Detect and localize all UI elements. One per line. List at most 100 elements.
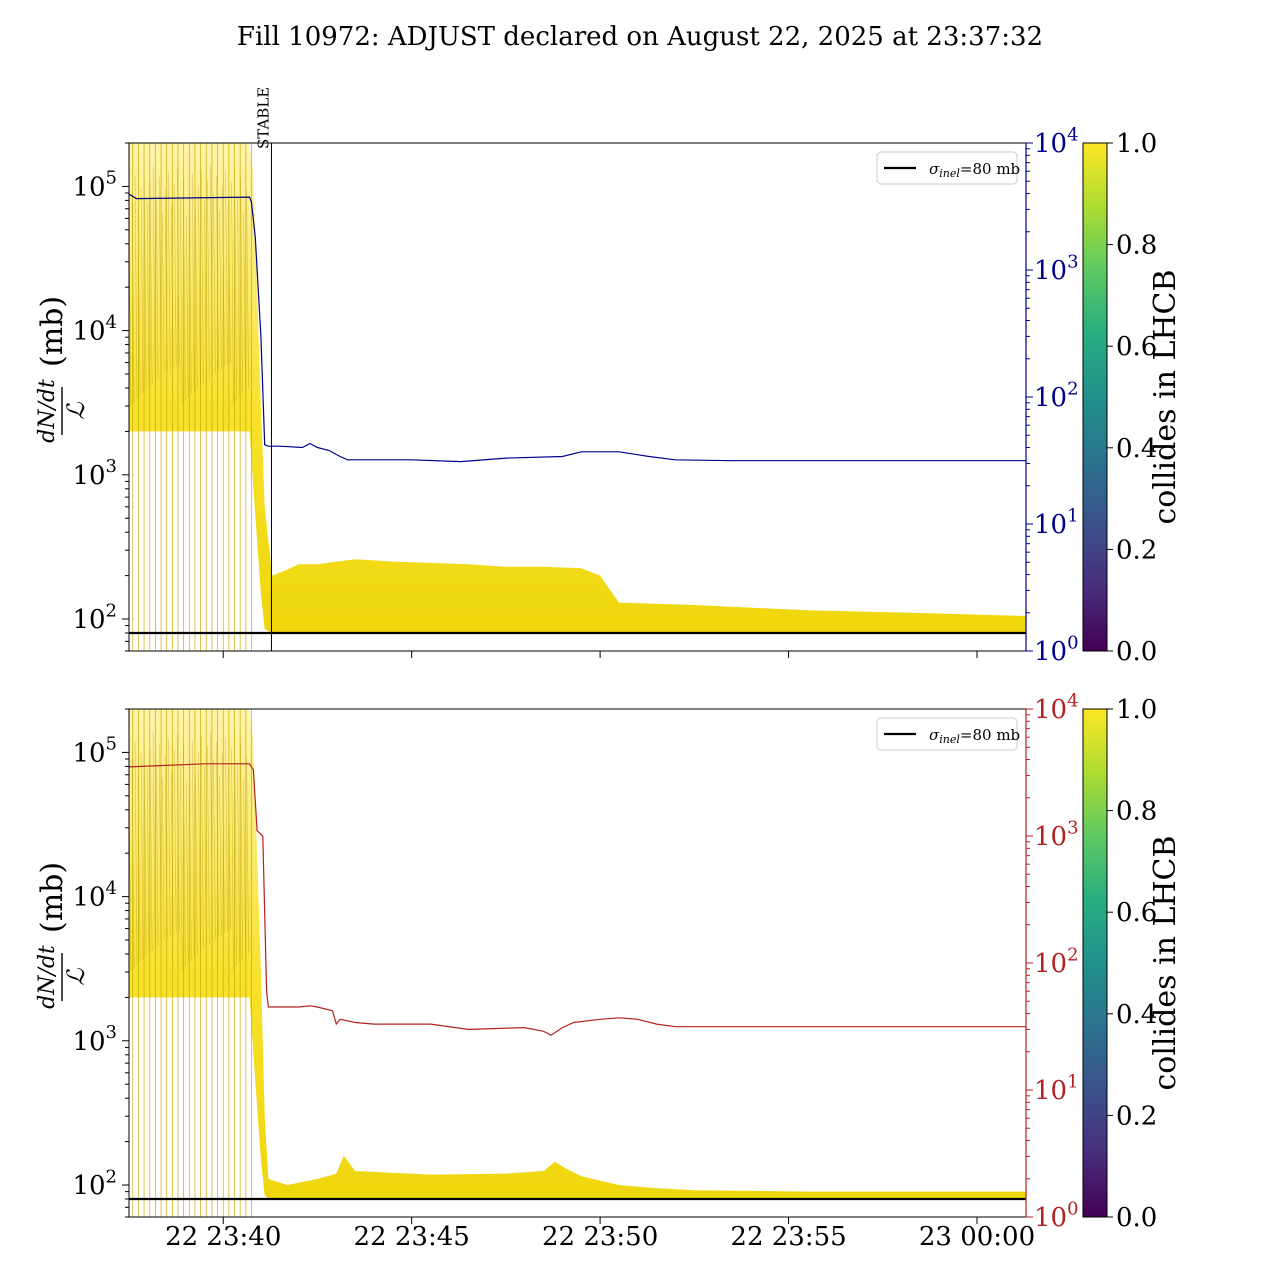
bunch-trace — [192, 174, 195, 392]
bunch-trace — [195, 207, 198, 389]
bunch-trace — [195, 773, 198, 955]
bottom-bunch-band — [129, 709, 1026, 1199]
top-y-ticks: 102 103 104 105 — [72, 142, 129, 652]
top-colorbar: 0.0 0.2 0.4 0.6 0.8 1.0 collides in LHCB — [1082, 129, 1183, 667]
top-secondary-tick-label: 104 — [1034, 124, 1079, 159]
bottom-y-tick-label: 105 — [72, 734, 117, 769]
top-y-tick-label: 103 — [72, 456, 117, 491]
legend-label: σinel=80 mb — [929, 726, 1020, 746]
bunch-trace — [173, 183, 177, 366]
bunch-trace — [231, 748, 234, 970]
bunch-trace — [201, 169, 204, 384]
bunch-trace — [146, 768, 150, 953]
colorbar-gradient — [1082, 708, 1108, 1218]
bunch-trace — [219, 210, 222, 370]
colorbar-tick-label: 0.2 — [1116, 1101, 1157, 1131]
bottom-y-axis-label: (mb) dN/dt ℒ — [35, 862, 90, 1009]
bottom-x-tick-label: 22 23:40 — [165, 1222, 281, 1252]
top-y-tick-label: 104 — [72, 312, 117, 347]
top-legend: σinel=80 mb — [876, 151, 1020, 185]
colorbar-tick-label: 0.6 — [1116, 898, 1157, 928]
bottom-secondary-ticks: 100 101 102 103 104 — [1026, 690, 1079, 1233]
bunch-trace — [237, 762, 240, 963]
bunch-trace — [140, 753, 144, 959]
y-axis-unit: (mb) — [35, 296, 70, 367]
bunch-trace — [185, 215, 189, 398]
bunch-trace — [246, 756, 249, 954]
colorbar-tick-label: 1.0 — [1116, 695, 1157, 725]
bottom-x-ticks: 22 23:40 22 23:45 22 23:50 22 23:55 23 00:00 — [165, 1217, 1035, 1252]
bunch-trace — [198, 185, 201, 386]
bunch-trace — [149, 182, 153, 385]
top-stable-label: STABLE — [254, 87, 272, 149]
bottom-y-tick-label: 103 — [72, 1022, 117, 1057]
top-secondary-tick-label: 103 — [1034, 251, 1079, 286]
y-axis-denominator: ℒ — [62, 968, 90, 986]
bunch-trace — [207, 180, 210, 379]
bunch-trace — [243, 213, 246, 391]
bunch-trace — [179, 763, 183, 971]
bunch-trace — [152, 166, 156, 382]
bottom-x-tick-label: 22 23:55 — [730, 1222, 846, 1252]
top-early-lines — [132, 143, 252, 651]
bottom-secondary-tick-label: 104 — [1034, 690, 1079, 725]
top-y-axis-label: (mb) dN/dt ℒ — [35, 296, 90, 443]
bottom-secondary-tick-label: 100 — [1034, 1198, 1079, 1233]
bunch-trace — [149, 748, 153, 951]
bunch-trace — [237, 196, 240, 397]
top-plot-area — [129, 143, 1026, 651]
bottom-x-tick-label: 23 00:00 — [919, 1222, 1035, 1252]
bunch-trace — [225, 171, 228, 366]
colorbar-tick-label: 0.4 — [1116, 1000, 1157, 1030]
top-secondary-tick-label: 100 — [1034, 632, 1079, 667]
bunch-trace — [201, 735, 204, 950]
colorbar-tick-label: 0.0 — [1116, 637, 1157, 667]
colorbar-label: collides in LHCB — [1148, 835, 1183, 1090]
colorbar-tick-label: 0.4 — [1116, 434, 1157, 464]
colorbar-tick-label: 1.0 — [1116, 129, 1157, 159]
top-secondary-ticks: 100 101 102 103 104 — [1026, 124, 1079, 667]
bottom-secondary-tick-label: 103 — [1034, 817, 1079, 852]
bottom-x-tick-label: 22 23:45 — [354, 1222, 470, 1252]
y-axis-numerator: dN/dt — [35, 379, 60, 443]
colorbar-tick-label: 0.8 — [1116, 231, 1157, 261]
chart-title: Fill 10972: ADJUST declared on August 22… — [237, 22, 1043, 52]
top-secondary-tick-label: 101 — [1034, 505, 1079, 540]
y-axis-unit: (mb) — [35, 862, 70, 933]
bunch-trace — [213, 193, 216, 374]
bunch-trace — [161, 778, 165, 941]
bunch-trace — [246, 190, 249, 388]
bunch-trace — [134, 175, 138, 399]
bunch-trace — [161, 212, 165, 375]
y-axis-denominator: ℒ — [62, 402, 90, 420]
legend-box — [876, 151, 1018, 185]
top-bunch-band — [129, 143, 1026, 633]
bunch-trace — [198, 751, 201, 952]
bottom-legend: σinel=80 mb — [876, 717, 1020, 751]
bunch-trace — [179, 197, 183, 405]
bottom-colorbar: 0.0 0.2 0.4 0.6 0.8 1.0 collides in LHCB — [1082, 695, 1183, 1233]
top-secondary-series-line — [129, 193, 1026, 463]
bunch-trace — [231, 182, 234, 404]
bunch-trace — [219, 776, 222, 936]
bottom-y-ticks: 102 103 104 105 — [72, 708, 129, 1218]
bunch-trace — [240, 743, 243, 960]
bottom-y-tick-label: 102 — [72, 1166, 117, 1201]
colorbar-tick-label: 0.6 — [1116, 332, 1157, 362]
bottom-plot-area — [129, 709, 1026, 1217]
legend-label: σinel=80 mb — [929, 160, 1020, 180]
bunch-trace — [146, 202, 150, 387]
colorbar-tick-label: 0.0 — [1116, 1203, 1157, 1233]
bottom-secondary-tick-label: 101 — [1034, 1071, 1079, 1106]
bunch-trace — [134, 741, 138, 965]
bottom-secondary-series-line — [129, 763, 1026, 1036]
bottom-y-tick-label: 104 — [72, 878, 117, 913]
bottom-early-lines — [132, 709, 252, 1217]
bunch-trace — [240, 177, 243, 394]
bunch-trace — [152, 732, 156, 948]
bunch-trace — [155, 195, 159, 379]
bunch-trace — [155, 761, 159, 945]
bunch-trace — [173, 749, 177, 932]
colorbar-gradient — [1082, 142, 1108, 652]
